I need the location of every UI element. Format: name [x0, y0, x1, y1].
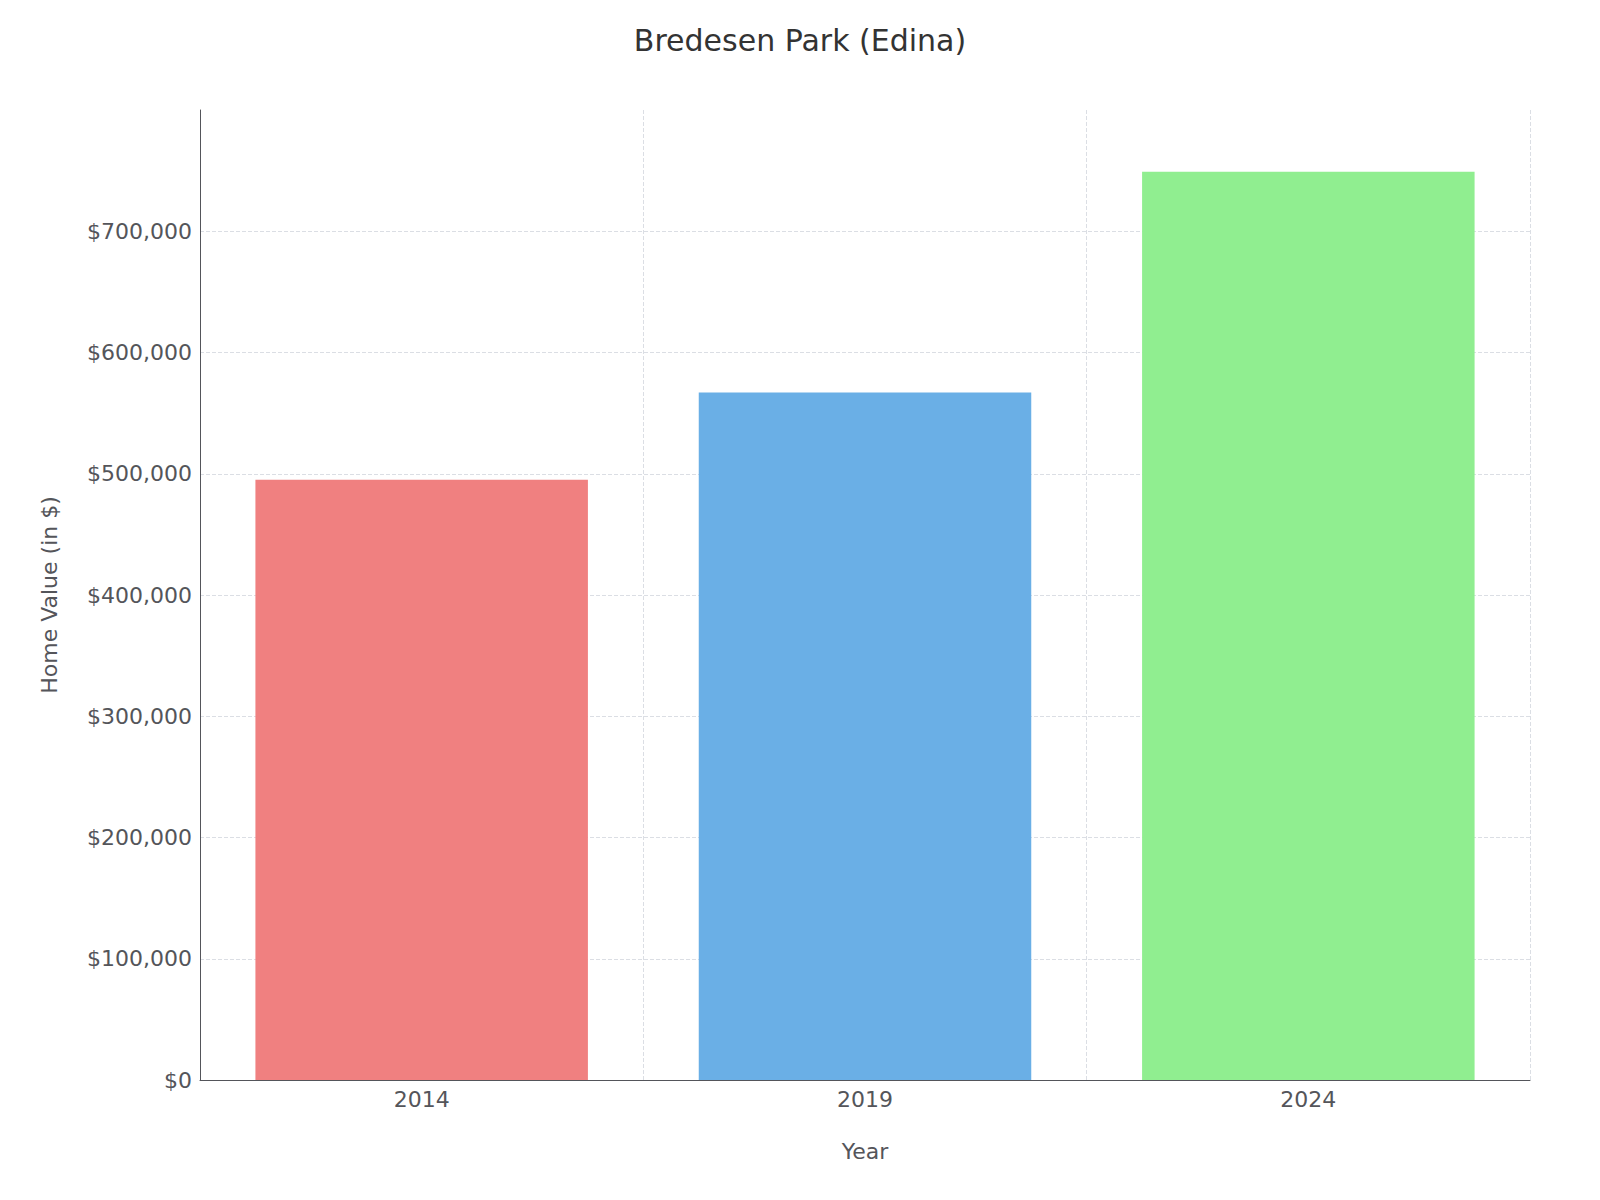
- svg-text:Home Value (in $): Home Value (in $): [37, 496, 62, 694]
- svg-text:2024: 2024: [1280, 1087, 1336, 1112]
- svg-text:2014: 2014: [394, 1087, 450, 1112]
- svg-text:Bredesen Park (Edina): Bredesen Park (Edina): [634, 23, 966, 58]
- svg-text:$600,000: $600,000: [87, 340, 192, 365]
- svg-text:$400,000: $400,000: [87, 583, 192, 608]
- svg-text:$500,000: $500,000: [87, 461, 192, 486]
- svg-text:$100,000: $100,000: [87, 946, 192, 971]
- svg-text:$200,000: $200,000: [87, 825, 192, 850]
- svg-text:$700,000: $700,000: [87, 219, 192, 244]
- svg-text:$300,000: $300,000: [87, 704, 192, 729]
- svg-text:2019: 2019: [837, 1087, 893, 1112]
- svg-text:Year: Year: [841, 1139, 890, 1164]
- svg-text:$0: $0: [164, 1068, 192, 1093]
